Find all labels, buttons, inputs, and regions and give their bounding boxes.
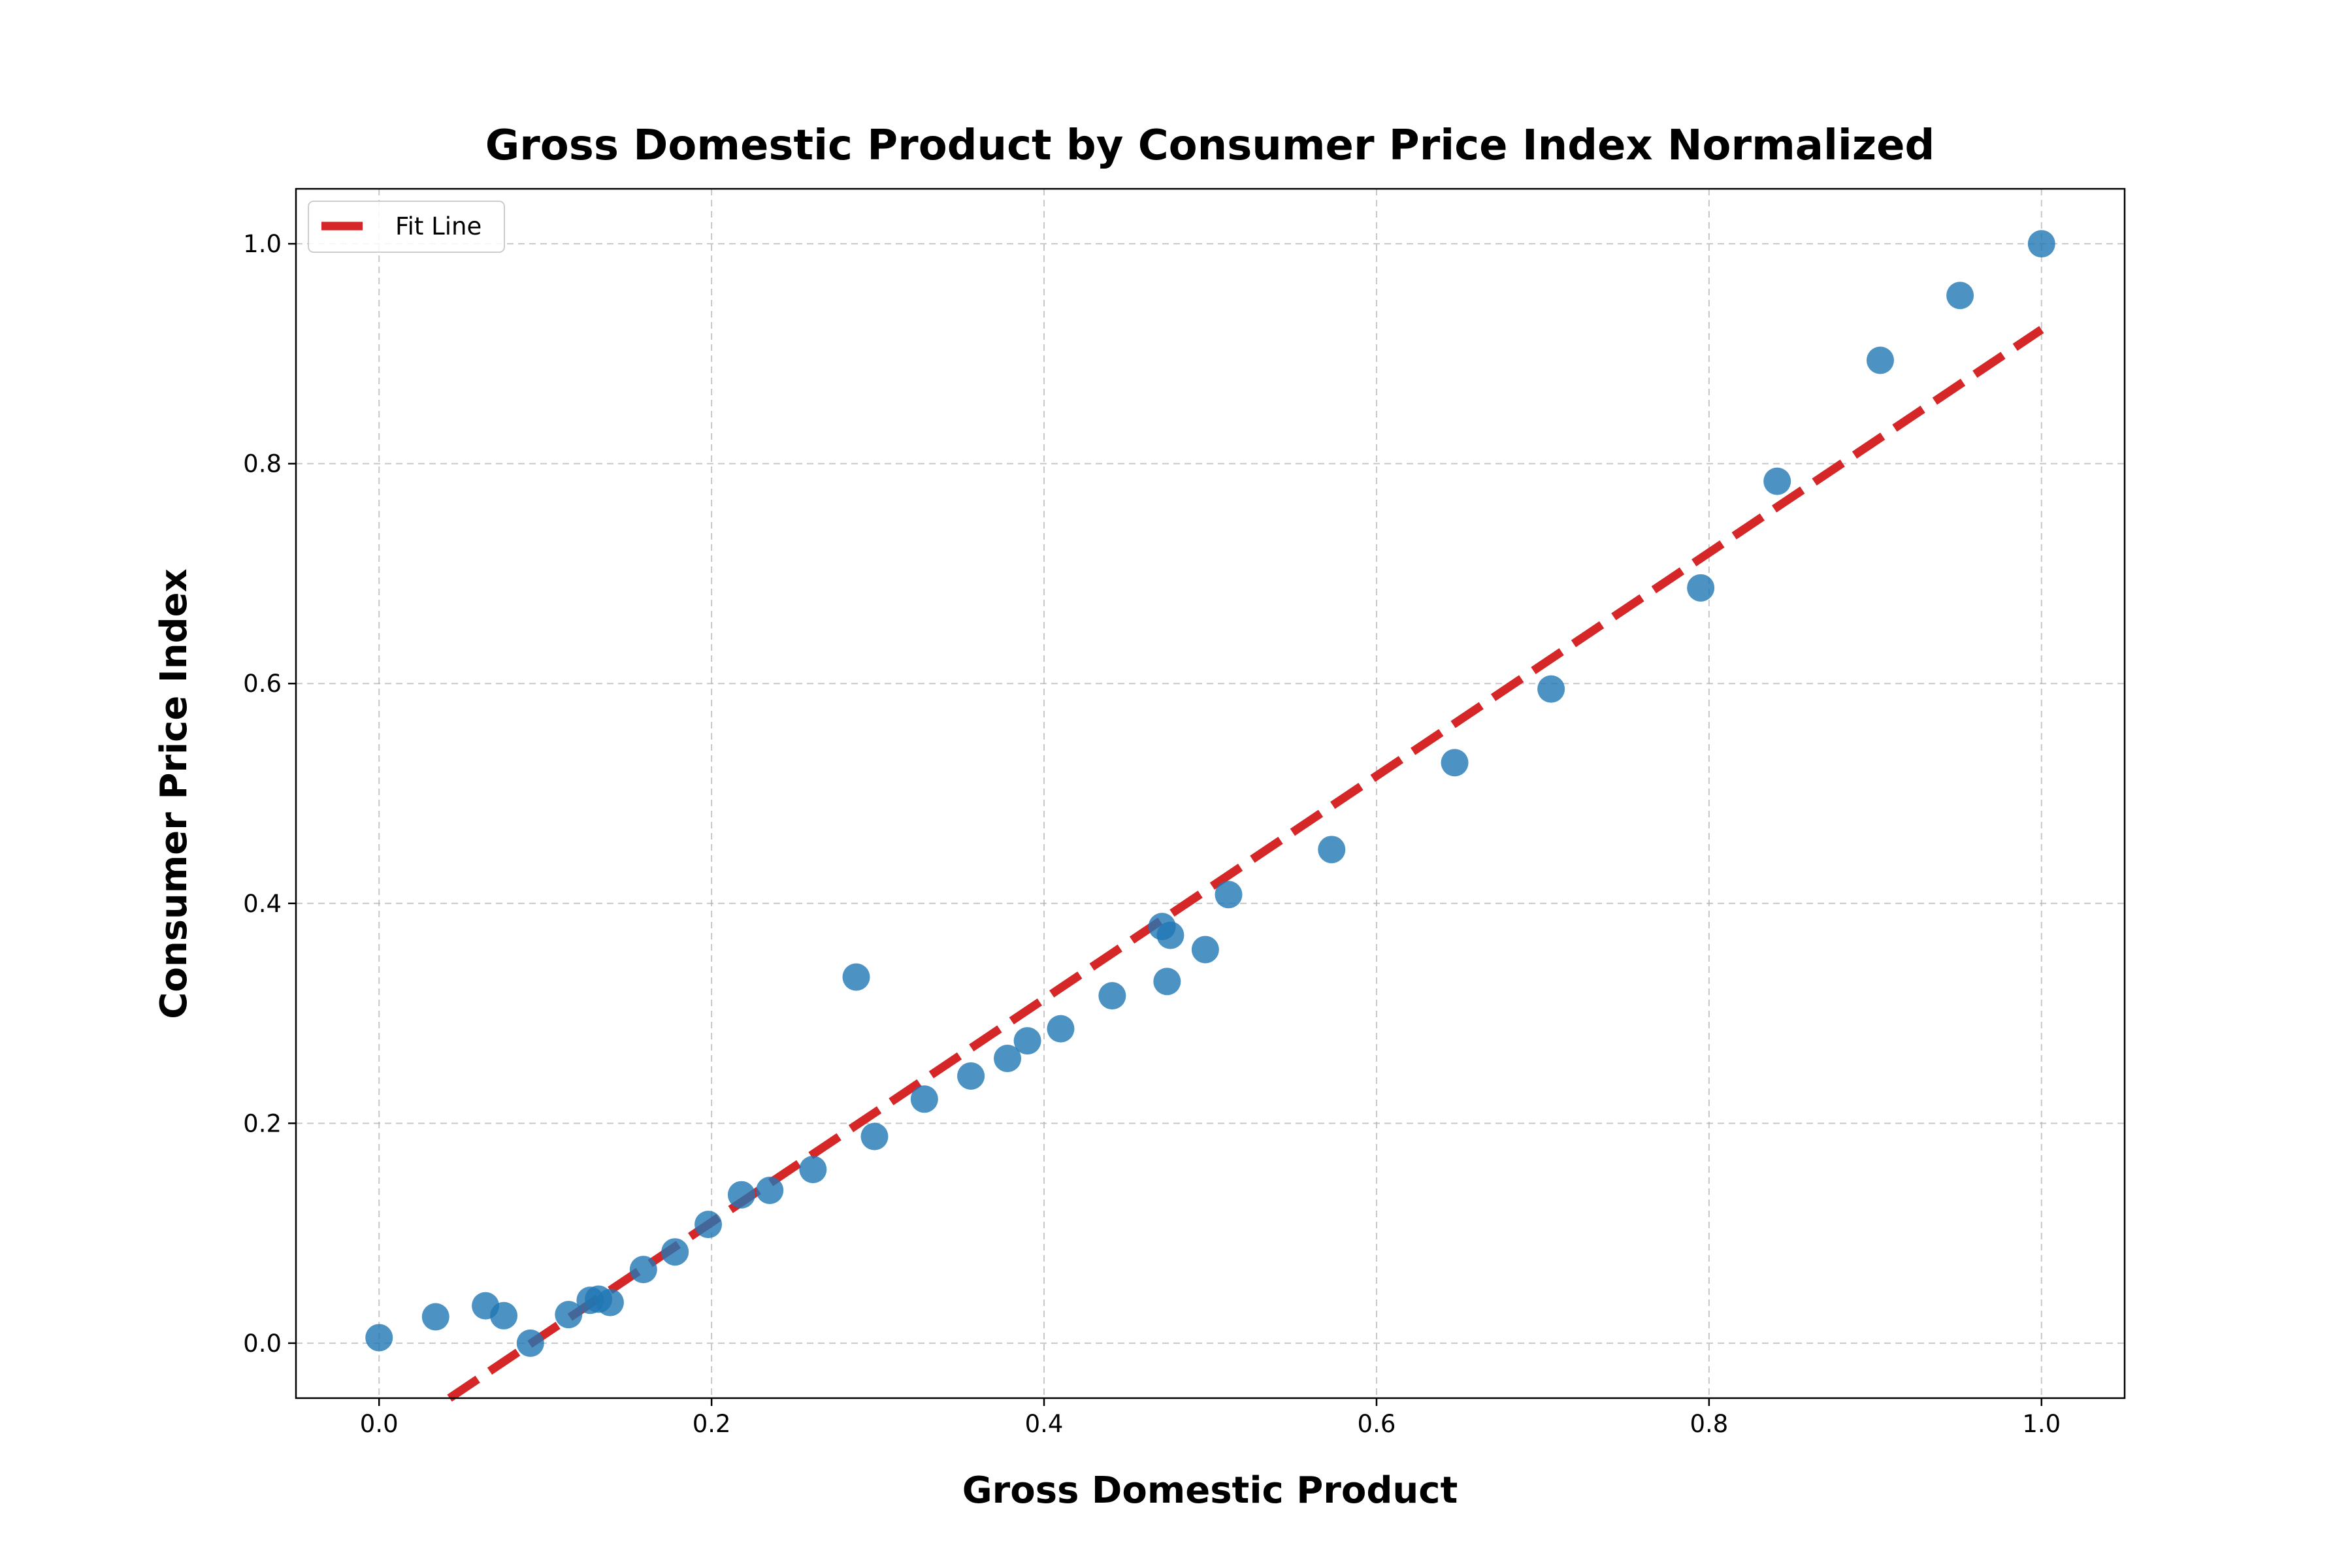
scatter-point [555,1301,583,1329]
scatter-point [1318,836,1346,864]
scatter-point [994,1045,1022,1073]
x-tick-label: 0.0 [360,1410,399,1438]
x-axis-ticks: 0.0 0.2 0.4 0.6 0.8 1.0 [360,1398,2061,1438]
fit-line [447,325,2044,1402]
y-tick-label: 0.8 [243,450,282,478]
scatter-point [694,1211,723,1239]
scatter-point [1537,675,1565,703]
y-axis-label: Consumer Price Index [153,568,195,1019]
scatter-point [629,1256,657,1284]
scatter-point [1098,982,1126,1010]
scatter-point [1191,936,1219,964]
legend-box [308,201,505,253]
chart-title: Gross Domestic Product by Consumer Price… [485,122,1935,170]
scatter-point [365,1324,393,1352]
x-tick-label: 0.4 [1025,1410,1064,1438]
scatter-point [516,1329,544,1357]
scatter-point [1047,1015,1075,1043]
scatter-point [490,1301,518,1330]
scatter-point [1013,1027,1041,1055]
scatter-point [1156,921,1184,949]
scatter-point [1441,749,1469,777]
y-axis-ticks: 0.0 0.2 0.4 0.6 0.8 1.0 [243,230,296,1358]
x-tick-label: 1.0 [2022,1410,2061,1438]
points-layer [365,230,2055,1357]
scatter-point [1153,968,1181,996]
x-tick-label: 0.6 [1358,1410,1396,1438]
grid-layer [296,189,2125,1398]
plot-frame [295,188,2126,1399]
y-tick-label: 0.4 [243,890,282,918]
y-tick-label: 1.0 [243,230,282,258]
fit-line-layer [447,325,2044,1402]
scatter-point [1687,574,1715,602]
scatter-point [860,1122,889,1151]
y-tick-label: 0.2 [243,1109,282,1137]
scatter-point [842,963,870,991]
scatter-point [1946,282,1974,310]
x-tick-label: 0.8 [1690,1410,1728,1438]
legend: Fit Line [308,201,505,253]
scatter-point [2027,230,2055,258]
scatter-point [421,1303,449,1331]
scatter-point [1763,467,1791,495]
x-axis-label: Gross Domestic Product [962,1469,1458,1512]
scatter-point [727,1181,755,1209]
y-tick-label: 0.6 [243,670,282,698]
x-tick-label: 0.2 [693,1410,731,1438]
scatter-point [910,1085,938,1113]
scatter-point [661,1238,689,1266]
scatter-point [799,1155,827,1183]
scatter-point [1215,881,1243,909]
scatter-point [756,1176,784,1204]
legend-label-fit-line: Fit Line [395,212,482,240]
scatter-point [957,1062,985,1090]
scatter-point [596,1288,624,1316]
scatter-point [1866,346,1894,374]
y-tick-label: 0.0 [243,1330,282,1358]
